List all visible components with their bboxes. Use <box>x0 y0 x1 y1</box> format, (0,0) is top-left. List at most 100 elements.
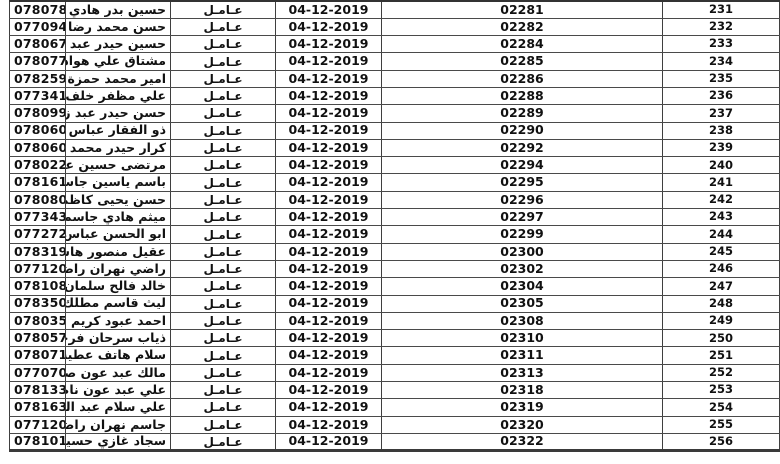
cell-date: 04-12-2019 <box>275 294 382 313</box>
cell-phone: 07825976461 <box>9 69 66 88</box>
cell-phone: 07727207722 <box>9 225 66 244</box>
cell-date: 04-12-2019 <box>275 208 382 227</box>
cell-phone: 07734309488 <box>9 208 66 227</box>
cell-code: 02296 <box>381 190 663 210</box>
cell-code: 02304 <box>381 277 663 296</box>
cell-code: 02319 <box>381 398 663 417</box>
cell-seq: 254 <box>662 398 780 417</box>
cell-name: مالك عبد عون صالح مزهر الدعمي <box>65 363 171 383</box>
cell-date: 04-12-2019 <box>275 35 382 54</box>
cell-code: 02289 <box>381 104 663 123</box>
table-row: 247 02304 04-12-2019 عـامـل خالد فالح سلمان … <box>9 277 780 296</box>
cell-status: عـامـل <box>170 104 276 123</box>
cell-date: 04-12-2019 <box>275 104 382 123</box>
cell-name: علي سلام عبد الحسن نور الكريطي <box>65 398 171 417</box>
cell-phone: 07809954598 <box>9 104 66 123</box>
cell-name: علي مظفر خلف <box>65 86 171 106</box>
cell-name: ذو الفقار عباس عكروك <box>65 121 171 140</box>
cell-date: 04-12-2019 <box>275 17 382 37</box>
cell-seq: 253 <box>662 381 780 400</box>
cell-date: 04-12-2019 <box>275 277 382 296</box>
cell-code: 02285 <box>381 52 663 71</box>
cell-date: 04-12-2019 <box>275 311 382 331</box>
cell-code: 02284 <box>381 35 663 54</box>
cell-phone: 07810848137 <box>9 277 66 296</box>
cell-status: عـامـل <box>170 294 276 313</box>
cell-seq: 231 <box>662 0 780 19</box>
cell-date: 04-12-2019 <box>275 156 382 175</box>
cell-name: احمد عبود كريم حسن الحسناوي <box>65 311 171 331</box>
cell-name: جاسم نهران راضي عواد الزكروطي <box>65 415 171 434</box>
cell-code: 02322 <box>381 432 663 452</box>
cell-status: عـامـل <box>170 329 276 348</box>
cell-status: عـامـل <box>170 35 276 54</box>
table-row: 236 02288 04-12-2019 عـامـل علي مظفر خلف 0773… <box>9 86 780 106</box>
cell-status: عـامـل <box>170 17 276 37</box>
cell-date: 04-12-2019 <box>275 398 382 417</box>
cell-status: عـامـل <box>170 381 276 400</box>
cell-phone: 07803538580 <box>9 311 66 331</box>
cell-code: 02305 <box>381 294 663 313</box>
cell-seq: 249 <box>662 311 780 331</box>
cell-seq: 247 <box>662 277 780 296</box>
cell-status: عـامـل <box>170 121 276 140</box>
cell-phone: 07806078012 <box>9 138 66 158</box>
cell-code: 02302 <box>381 259 663 279</box>
cell-code: 02281 <box>381 0 663 19</box>
cell-name: مشتاق علي هوادي الحسناوي <box>65 52 171 71</box>
cell-phone: 07835032082 <box>9 294 66 313</box>
cell-name: عقيل منصور هاشم الغرابات <box>65 242 171 261</box>
cell-name: سجاد غازي حسين عبد الرضا الشروفي <box>65 432 171 452</box>
cell-code: 02308 <box>381 311 663 331</box>
cell-name: راضي نهران راضي عواد الزكروطي <box>65 259 171 279</box>
cell-date: 04-12-2019 <box>275 225 382 244</box>
cell-name: ذياب سرحان فرحان سريع الزكروطي <box>65 329 171 348</box>
cell-status: عـامـل <box>170 52 276 71</box>
cell-code: 02288 <box>381 86 663 106</box>
cell-seq: 239 <box>662 138 780 158</box>
cell-status: عـامـل <box>170 190 276 210</box>
cell-name: حسن حيدر عبد زويني <box>65 104 171 123</box>
cell-name: حسين بدر هادي صالح العرداوي <box>65 0 171 19</box>
cell-name: خالد فالح سلمان سريع الزكروطي <box>65 277 171 296</box>
cell-status: عـامـل <box>170 259 276 279</box>
cell-phone: 07805739704 <box>9 329 66 348</box>
cell-seq: 251 <box>662 346 780 365</box>
cell-date: 04-12-2019 <box>275 121 382 140</box>
cell-name: باسم ياسين جاسم الغرابات <box>65 173 171 192</box>
cell-date: 04-12-2019 <box>275 346 382 365</box>
cell-code: 02297 <box>381 208 663 227</box>
cell-seq: 243 <box>662 208 780 227</box>
cell-name: سلام هاتف عطيه علي ال شبل <box>65 346 171 365</box>
cell-status: عـامـل <box>170 432 276 452</box>
cell-seq: 256 <box>662 432 780 452</box>
cell-phone: 07807199651 <box>9 346 66 365</box>
cell-seq: 255 <box>662 415 780 434</box>
cell-status: عـامـل <box>170 0 276 19</box>
cell-seq: 232 <box>662 17 780 37</box>
cell-status: عـامـل <box>170 311 276 331</box>
cell-seq: 242 <box>662 190 780 210</box>
cell-date: 04-12-2019 <box>275 363 382 383</box>
cell-seq: 241 <box>662 173 780 192</box>
cell-status: عـامـل <box>170 346 276 365</box>
cell-code: 02286 <box>381 69 663 88</box>
cell-date: 04-12-2019 <box>275 242 382 261</box>
cell-date: 04-12-2019 <box>275 329 382 348</box>
